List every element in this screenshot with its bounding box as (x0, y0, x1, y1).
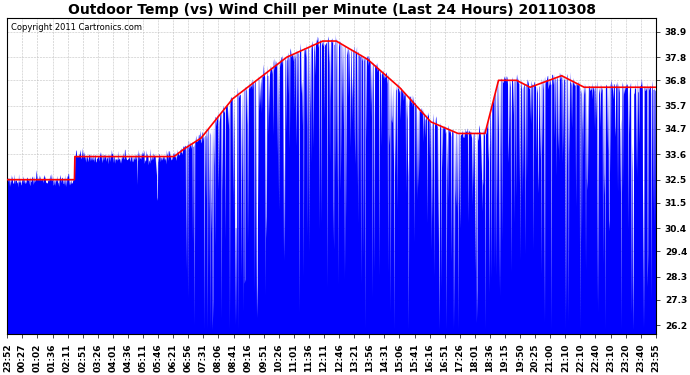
Text: Copyright 2011 Cartronics.com: Copyright 2011 Cartronics.com (10, 23, 141, 32)
Title: Outdoor Temp (vs) Wind Chill per Minute (Last 24 Hours) 20110308: Outdoor Temp (vs) Wind Chill per Minute … (68, 3, 595, 17)
